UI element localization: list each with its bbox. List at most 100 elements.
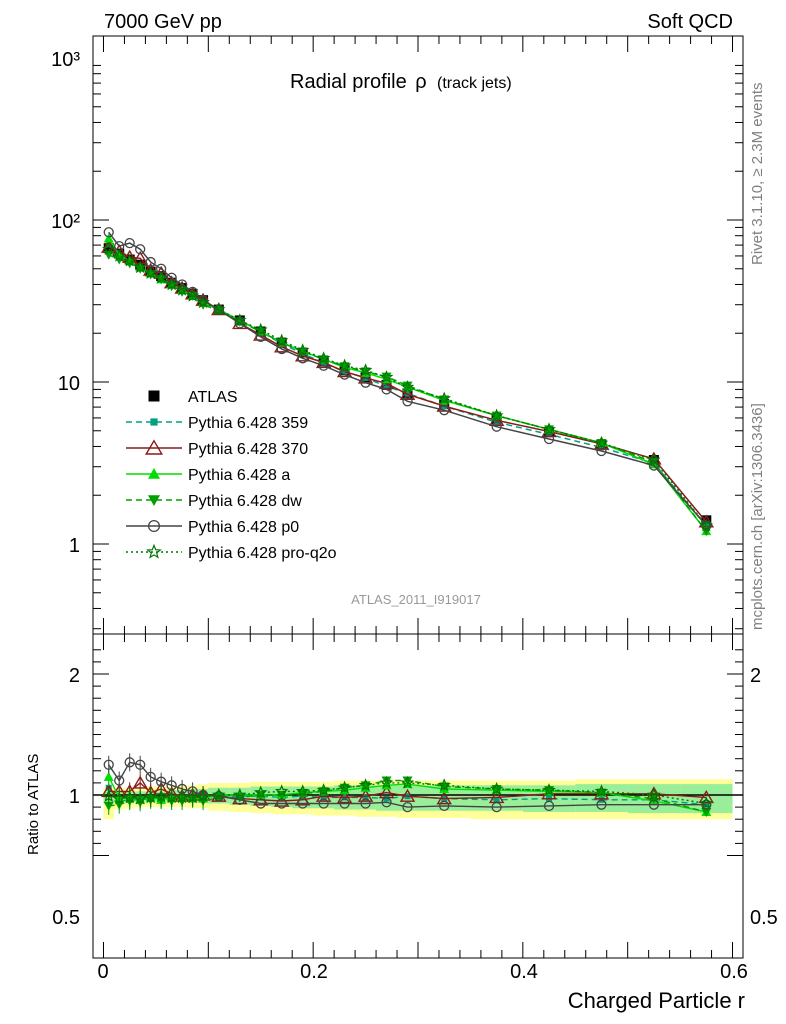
ratio-point bbox=[489, 781, 504, 795]
data-point bbox=[295, 343, 310, 356]
data-point bbox=[316, 351, 331, 365]
main-ytick-10: 10 bbox=[58, 373, 80, 395]
analysis-id: ATLAS_2011_I919017 bbox=[351, 592, 481, 607]
data-point bbox=[175, 282, 189, 296]
ratio-point bbox=[103, 801, 114, 811]
legend-label: ATLAS bbox=[188, 389, 238, 406]
series-line bbox=[108, 248, 707, 526]
data-point bbox=[143, 265, 158, 279]
data-point bbox=[337, 358, 352, 372]
main-series-layer bbox=[100, 227, 715, 537]
data-point bbox=[112, 248, 126, 262]
ratio-point bbox=[647, 787, 661, 801]
data-point bbox=[135, 244, 146, 255]
ratio-point bbox=[124, 757, 135, 768]
legend-label: Pythia 6.428 a bbox=[188, 467, 290, 484]
data-point bbox=[234, 318, 245, 329]
ratio-point bbox=[164, 790, 179, 804]
ratio-point bbox=[155, 776, 167, 787]
ratio-point bbox=[381, 797, 392, 808]
ratio-point bbox=[542, 783, 556, 796]
series-line bbox=[108, 254, 707, 532]
ratio-ytick-right-0.5: 0.5 bbox=[750, 907, 778, 929]
ratio-ytick-1: 1 bbox=[69, 786, 80, 808]
data-point bbox=[103, 227, 114, 238]
ratio-point bbox=[400, 775, 415, 789]
ratio-point bbox=[703, 801, 710, 808]
data-point bbox=[339, 369, 350, 380]
ratio-point bbox=[212, 787, 226, 801]
xtick-0.4: 0.4 bbox=[510, 961, 538, 983]
ratio-point bbox=[439, 800, 450, 812]
data-point bbox=[318, 355, 329, 365]
legend-item: Pythia 6.428 a bbox=[126, 467, 290, 484]
legend-marker bbox=[147, 519, 161, 533]
data-point bbox=[133, 260, 147, 274]
ratio-point bbox=[383, 795, 390, 802]
data-point bbox=[402, 381, 413, 391]
axis-ticks bbox=[93, 36, 743, 958]
legend-item: ATLAS bbox=[148, 389, 238, 406]
ratio-point bbox=[253, 792, 269, 806]
ratio-point bbox=[276, 798, 287, 809]
ratio-point bbox=[337, 780, 352, 794]
data-point bbox=[154, 270, 168, 284]
ratio-point bbox=[437, 778, 451, 792]
data-point bbox=[274, 333, 289, 347]
series-line bbox=[108, 231, 707, 526]
data-point bbox=[297, 353, 308, 364]
ratio-point bbox=[320, 794, 327, 801]
ratio-point bbox=[185, 790, 200, 804]
ratio-point bbox=[103, 771, 114, 781]
data-point bbox=[594, 435, 609, 449]
mcplots-label: mcplots.cern.ch [arXiv:1306.3436] bbox=[749, 403, 766, 630]
data-point bbox=[253, 322, 268, 336]
ratio-point bbox=[232, 787, 247, 801]
data-point bbox=[439, 405, 450, 416]
ratio-ylabel: Ratio to ATLAS bbox=[25, 754, 42, 855]
ratio-point bbox=[436, 791, 452, 805]
data-point bbox=[358, 363, 373, 377]
ratio-point bbox=[699, 796, 714, 810]
ratio-plot-frame bbox=[92, 633, 744, 959]
ratio-point bbox=[594, 784, 609, 798]
data-point bbox=[489, 408, 504, 422]
ratio-point bbox=[318, 798, 329, 809]
data-point bbox=[103, 243, 114, 254]
ratio-point bbox=[101, 789, 116, 803]
data-point bbox=[647, 452, 661, 466]
data-point bbox=[176, 279, 188, 290]
legend-label: Pythia 6.428 dw bbox=[188, 493, 302, 510]
legend: ATLAS Pythia 6.428 359 Pythia 6.428 370 Pyt… bbox=[126, 389, 337, 562]
ratio-point bbox=[648, 799, 660, 810]
ratio-point bbox=[103, 759, 114, 770]
data-point bbox=[703, 522, 710, 529]
ratio-point bbox=[132, 775, 148, 789]
legend-label: Pythia 6.428 pro-q2o bbox=[188, 545, 337, 562]
ratio-point bbox=[114, 775, 125, 786]
ratio-point bbox=[698, 790, 715, 804]
data-point bbox=[436, 398, 452, 412]
data-point bbox=[185, 288, 200, 302]
data-point bbox=[196, 295, 210, 309]
ratio-point bbox=[362, 794, 369, 801]
xtick-0: 0 bbox=[97, 961, 108, 983]
plot-title-suffix: (track jets) bbox=[437, 75, 512, 92]
plot-title-symbol: ρ bbox=[415, 71, 426, 93]
ratio-point bbox=[294, 792, 311, 806]
energy-label: 7000 GeV pp bbox=[104, 11, 222, 33]
ratio-point bbox=[135, 759, 146, 770]
ratio-point bbox=[701, 799, 712, 810]
legend-marker bbox=[144, 439, 164, 455]
legend-item: Pythia 6.428 p0 bbox=[126, 519, 299, 536]
ratio-point bbox=[360, 798, 371, 809]
legend-label: Pythia 6.428 359 bbox=[188, 415, 308, 432]
ratio-point bbox=[402, 801, 413, 813]
ratio-point bbox=[255, 798, 266, 809]
ratio-point bbox=[295, 784, 310, 798]
ratio-point bbox=[543, 800, 555, 812]
ratio-point bbox=[701, 807, 712, 817]
legend-marker bbox=[150, 418, 158, 426]
data-point bbox=[437, 391, 451, 405]
